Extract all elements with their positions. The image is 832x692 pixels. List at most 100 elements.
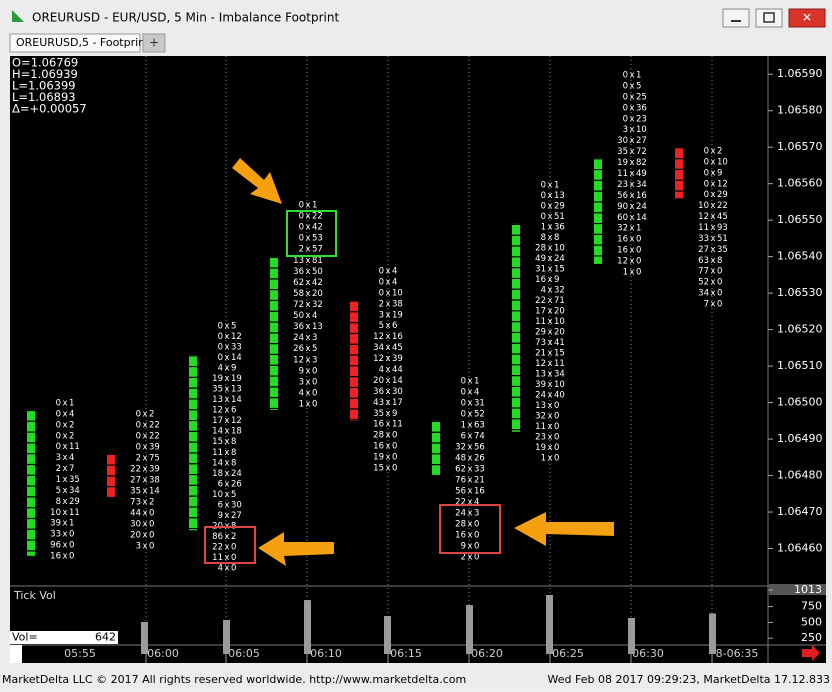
bid-volume: 0 xyxy=(56,431,61,441)
ask-volume: 44 xyxy=(392,365,403,375)
bid-volume: 72 xyxy=(293,300,304,310)
new-tab-button[interactable] xyxy=(142,33,166,53)
bid-volume: 4 xyxy=(299,388,304,398)
scroll-right-button[interactable] xyxy=(802,645,820,661)
bid-volume: 0 xyxy=(623,81,628,91)
ask-volume: 4 xyxy=(392,267,397,277)
bid-volume: 15 xyxy=(212,437,223,447)
bid-volume: 12 xyxy=(293,355,304,365)
row-separator: x xyxy=(385,267,390,277)
bid-volume: 8 xyxy=(541,233,546,243)
ask-volume: 7 xyxy=(69,464,74,474)
row-separator: x xyxy=(385,310,390,320)
row-separator: x xyxy=(629,125,634,135)
bid-volume: 0 xyxy=(623,114,628,124)
bid-volume: 0 xyxy=(56,442,61,452)
bid-volume: 1 xyxy=(56,475,61,485)
ask-volume: 16 xyxy=(474,487,485,497)
ohlc-readout: O=1.06769 xyxy=(12,56,78,70)
bid-volume: 0 xyxy=(136,421,141,431)
row-separator: x xyxy=(142,465,147,475)
bid-volume: 13 xyxy=(293,256,304,266)
ask-volume: 3 xyxy=(474,509,479,519)
price-tick-label: 1.06590 xyxy=(777,67,823,80)
row-separator: x xyxy=(547,181,552,191)
bid-volume: 52 xyxy=(698,278,709,288)
bid-volume: 35 xyxy=(130,487,141,497)
ask-volume: 13 xyxy=(231,385,242,395)
ask-volume: 39 xyxy=(149,443,160,453)
ask-volume: 74 xyxy=(474,432,485,442)
ask-volume: 0 xyxy=(554,422,559,432)
ask-volume: 15 xyxy=(554,349,565,359)
bid-volume: 28 xyxy=(373,431,384,441)
bid-volume: 14 xyxy=(212,427,223,437)
arrow xyxy=(514,512,614,546)
footprint-bar xyxy=(350,300,358,421)
ask-volume: 26 xyxy=(231,479,242,489)
bid-volume: 27 xyxy=(698,245,709,255)
bid-volume: 73 xyxy=(535,338,546,348)
ask-volume: 2 xyxy=(149,498,154,508)
volume-bar xyxy=(384,616,391,654)
ask-volume: 0 xyxy=(231,553,236,563)
row-separator: x xyxy=(467,454,472,464)
bid-volume: 0 xyxy=(379,288,384,298)
time-label: 06:25 xyxy=(552,647,584,660)
row-separator: x xyxy=(385,431,390,441)
row-separator: x xyxy=(547,296,552,306)
row-separator: x xyxy=(467,476,472,486)
row-separator: x xyxy=(629,246,634,256)
row-separator: x xyxy=(385,321,390,331)
row-separator: x xyxy=(547,401,552,411)
bid-volume: 12 xyxy=(373,332,384,342)
bid-volume: 12 xyxy=(698,212,709,222)
bid-volume: 3 xyxy=(56,453,61,463)
row-separator: x xyxy=(224,332,229,342)
ask-volume: 0 xyxy=(149,509,154,519)
close-button[interactable] xyxy=(788,8,826,28)
minimize-button[interactable] xyxy=(722,8,750,28)
row-separator: x xyxy=(547,275,552,285)
footer-timestamp: Wed Feb 08 2017 09:29:23, MarketDelta 17… xyxy=(548,673,830,686)
bid-volume: 11 xyxy=(617,169,628,179)
row-separator: x xyxy=(467,443,472,453)
row-separator: x xyxy=(710,245,715,255)
chart-tab[interactable] xyxy=(9,33,141,53)
ask-volume: 40 xyxy=(554,391,565,401)
ask-volume: 39 xyxy=(392,354,403,364)
bid-volume: 3 xyxy=(299,377,304,387)
ask-volume: 21 xyxy=(474,476,485,486)
bid-volume: 24 xyxy=(455,509,466,519)
bid-volume: 90 xyxy=(617,202,628,212)
bid-volume: 62 xyxy=(455,465,466,475)
row-separator: x xyxy=(142,498,147,508)
footprint-bar xyxy=(27,409,35,556)
row-separator: x xyxy=(305,333,310,343)
bid-volume: 28 xyxy=(535,244,546,254)
footprint-bar xyxy=(594,158,602,264)
ask-volume: 24 xyxy=(231,469,242,479)
bid-volume: 48 xyxy=(455,454,466,464)
row-separator: x xyxy=(710,201,715,211)
row-separator: x xyxy=(305,400,310,410)
bid-volume: 43 xyxy=(373,398,384,408)
ask-volume: 32 xyxy=(554,286,565,296)
ask-volume: 52 xyxy=(474,410,485,420)
ask-volume: 13 xyxy=(312,322,323,332)
bid-volume: 0 xyxy=(704,147,709,157)
bid-volume: 11 xyxy=(535,422,546,432)
bid-volume: 0 xyxy=(218,322,223,332)
row-separator: x xyxy=(629,136,634,146)
ask-volume: 23 xyxy=(636,114,647,124)
scroll-handle[interactable] xyxy=(10,645,22,663)
ask-volume: 0 xyxy=(312,400,317,410)
row-separator: x xyxy=(547,422,552,432)
maximize-button[interactable] xyxy=(755,8,783,28)
ask-volume: 0 xyxy=(69,530,74,540)
row-separator: x xyxy=(467,542,472,552)
row-separator: x xyxy=(710,278,715,288)
row-separator: x xyxy=(710,168,715,178)
bid-volume: 26 xyxy=(293,344,304,354)
row-separator: x xyxy=(385,420,390,430)
